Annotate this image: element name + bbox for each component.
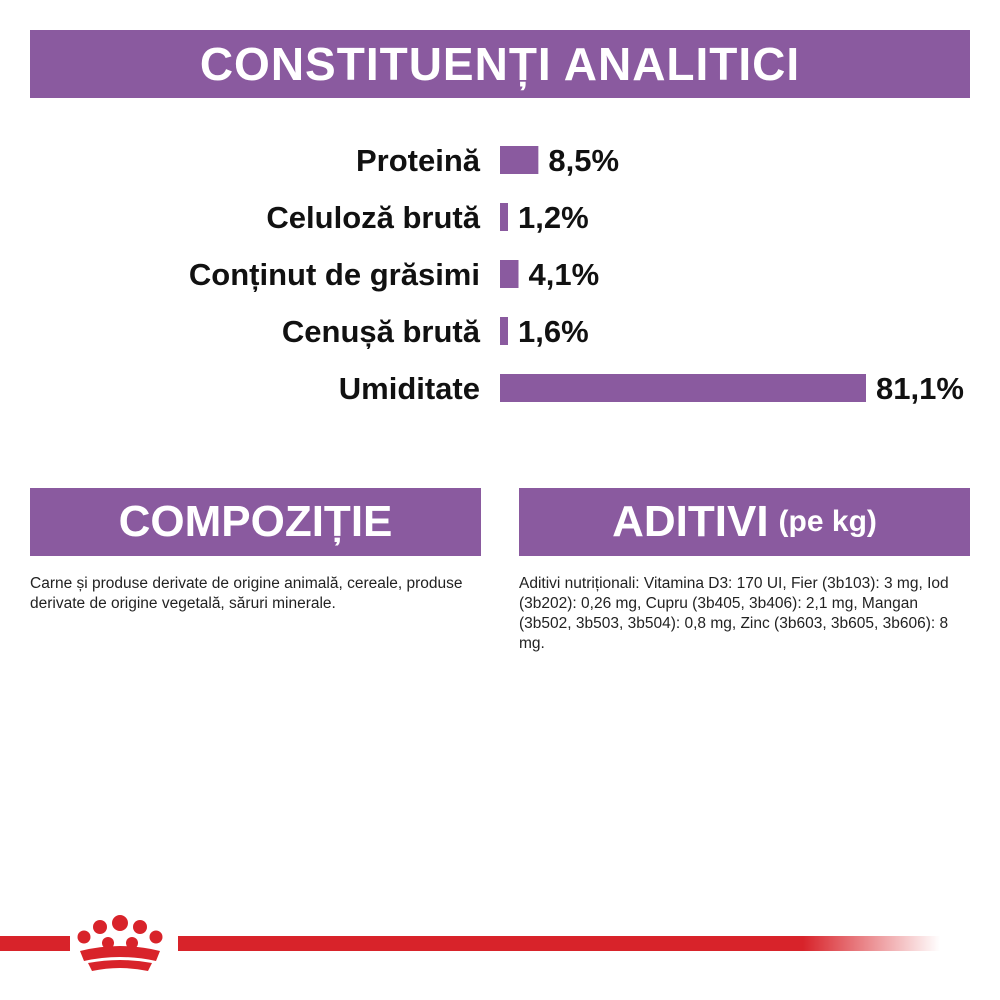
section-title-analytical-constituents: CONSTITUENȚI ANALITICI xyxy=(30,30,970,98)
bar xyxy=(500,374,866,402)
bar xyxy=(500,203,508,231)
footer-brand-strip xyxy=(0,915,940,971)
additives-title-text: ADITIVI xyxy=(612,497,769,546)
category-label: Cenușă brută xyxy=(282,314,481,349)
royal-canin-crown-icon xyxy=(77,915,163,971)
composition-title-text: COMPOZIȚIE xyxy=(118,497,393,546)
composition-text: Carne și produse derivate de origine ani… xyxy=(30,575,463,612)
value-label: 81,1% xyxy=(876,371,964,406)
category-label: Celuloză brută xyxy=(266,200,480,235)
category-label: Proteină xyxy=(356,143,481,178)
footer-line-right xyxy=(178,936,940,951)
value-label: 8,5% xyxy=(548,143,619,178)
value-label: 4,1% xyxy=(529,257,600,292)
section-title-additives: ADITIVI (pe kg) xyxy=(519,488,970,556)
category-label: Conținut de grăsimi xyxy=(189,257,480,292)
section-title-composition: COMPOZIȚIE xyxy=(30,488,481,556)
bar xyxy=(500,146,539,174)
bar xyxy=(500,317,508,345)
additives-subtitle-text: (pe kg) xyxy=(778,505,877,538)
value-label: 1,2% xyxy=(518,200,589,235)
section-title-text: CONSTITUENȚI ANALITICI xyxy=(199,38,801,90)
bar xyxy=(500,260,519,288)
category-label: Umiditate xyxy=(339,371,480,406)
additives-text: Aditivi nutriționali: Vitamina D3: 170 U… xyxy=(519,575,949,652)
analytical-constituents-chart: Proteină 8,5% Celuloză brută 1,2% Conținut d… xyxy=(189,143,964,406)
value-label: 1,6% xyxy=(518,314,589,349)
footer-line-left xyxy=(0,936,70,951)
